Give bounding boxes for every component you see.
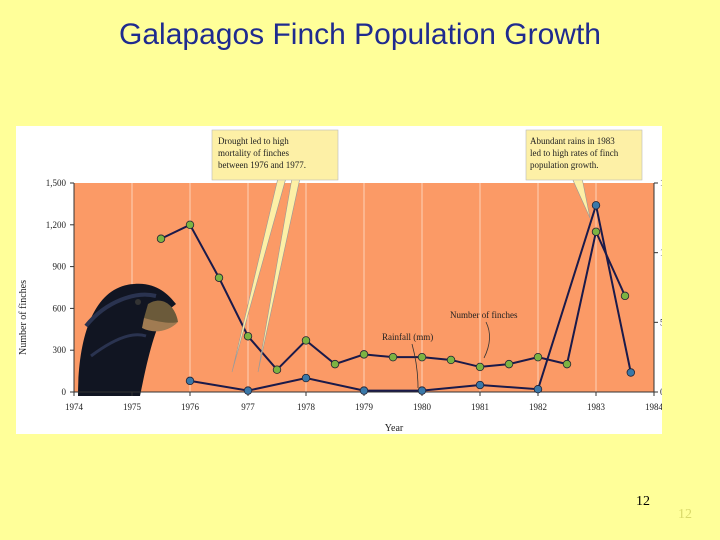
x-tick-label: 1978 (297, 402, 316, 412)
finch-point (417, 352, 427, 362)
rainfall-point (591, 201, 601, 210)
rain-callout-box (525, 129, 643, 181)
y-axis-title-left: Number of finches (18, 280, 29, 355)
pointer-rainfall (411, 343, 419, 389)
finch-point (446, 355, 456, 365)
y-tick-label-right: 500 (660, 317, 662, 327)
finch-point (330, 359, 340, 369)
y-tick-label-right: 0 (660, 387, 662, 397)
finch-chart: Drought led to high mortality of finches b… (18, 129, 662, 434)
axis-labels: 1974 1975 1976 977 1978 1979 1980 1981 1982 1983 1… (18, 178, 662, 434)
y-tick-label-left: 900 (53, 262, 67, 272)
pointer-number-of-finches (483, 321, 490, 359)
finch-point (591, 227, 601, 236)
rain-callout-text: led to high rates of finch (530, 148, 619, 158)
rainfall-point (359, 386, 369, 395)
y-tick-label-left: 1,500 (46, 178, 67, 188)
y-tick-label-left: 600 (53, 303, 67, 313)
finch-point (359, 350, 369, 359)
finch-point (475, 362, 485, 372)
slide-title: Galapagos Finch Population Growth (119, 18, 601, 51)
finch-point (214, 273, 224, 282)
x-tick-label: 1975 (123, 402, 142, 412)
rainfall-point (185, 376, 195, 386)
series-layer (156, 201, 635, 395)
x-tick-label: 1976 (181, 402, 200, 412)
y-tick-label-right: 1,500 (660, 178, 662, 188)
x-tick-label: 1979 (355, 402, 374, 412)
finch-point (156, 234, 166, 243)
finch-point (533, 352, 543, 362)
label-number-of-finches: Number of finches (450, 310, 518, 320)
x-axis-title: Year (385, 423, 404, 434)
finch-point (620, 291, 630, 301)
finch-point (243, 332, 253, 341)
x-tick-label: 1974 (65, 402, 84, 412)
rainfall-point (417, 386, 427, 395)
rainfall-point (301, 373, 311, 383)
y-tick-label-left: 1,200 (46, 220, 67, 230)
x-tick-label: 1982 (529, 402, 547, 412)
finch-point (185, 220, 195, 229)
finch-point (562, 359, 572, 369)
slide-number: 12 (636, 494, 650, 509)
y-tick-label-left: 0 (62, 387, 67, 397)
rainfall-point (475, 380, 485, 390)
rainfall-point (243, 386, 253, 395)
rainfall-point (626, 368, 635, 377)
label-rainfall: Rainfall (mm) (382, 332, 433, 342)
rain-callout-text: population growth. (530, 160, 599, 170)
slide-number-ghost: 12 (678, 507, 692, 522)
finch-point (272, 365, 282, 374)
drought-callout-text: Drought led to high (218, 136, 289, 146)
y-tick-label-right: 1,000 (660, 248, 662, 258)
drought-callout-text: between 1976 and 1977. (218, 160, 306, 170)
grid-lines (131, 183, 597, 392)
callouts: Drought led to high mortality of finches b… (211, 129, 643, 373)
finch-bird-illustration (78, 283, 178, 396)
finch-point (504, 359, 514, 369)
y-tick-label-left: 300 (53, 345, 67, 355)
drought-callout-box (211, 129, 339, 181)
chart-figure: Drought led to high mortality of finches b… (16, 126, 662, 434)
x-tick-label: 1980 (413, 402, 432, 412)
x-tick-label: 1983 (587, 402, 606, 412)
x-tick-label: 1984 (645, 402, 662, 412)
x-tick-label: 977 (241, 402, 255, 412)
rainfall-point (533, 385, 543, 394)
finch-point (388, 352, 398, 362)
x-tick-label: 1981 (471, 402, 489, 412)
finch-point (301, 336, 311, 345)
rain-callout-text: Abundant rains in 1983 (530, 136, 615, 146)
drought-callout-text: mortality of finches (218, 148, 289, 158)
